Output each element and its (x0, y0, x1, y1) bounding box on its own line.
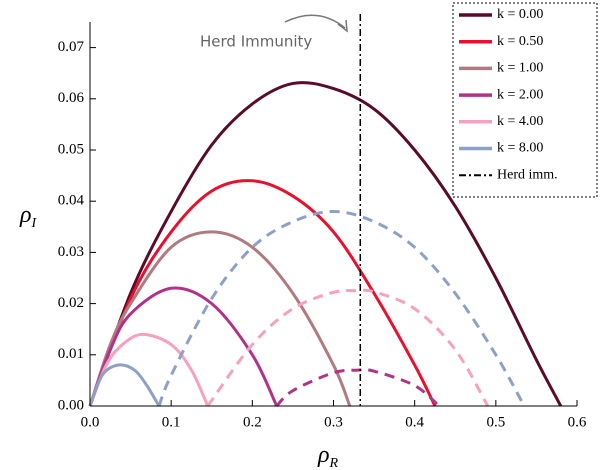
legend-label: k = 4.00 (497, 114, 543, 129)
x-tick-label: 0.6 (568, 414, 587, 430)
plot-area (88, 14, 563, 408)
series-line (88, 332, 210, 407)
y-tick-label: 0.06 (58, 90, 85, 106)
y-tick-label: 0.02 (58, 295, 84, 311)
series-line (275, 368, 441, 408)
series-line (88, 286, 279, 407)
y-tick-label: 0.03 (58, 244, 84, 260)
y-axis-label: ρI (19, 202, 38, 231)
legend-label: k = 0.50 (497, 34, 543, 49)
x-axis-label: ρR (317, 442, 339, 470)
y-tick-label: 0.00 (58, 397, 84, 413)
series-line (206, 288, 490, 407)
series-line (88, 363, 161, 407)
legend-label: k = 0.00 (497, 7, 543, 22)
legend-label: k = 1.00 (497, 61, 543, 76)
x-tick-label: 0.2 (243, 414, 262, 430)
legend-box (452, 2, 598, 198)
legend-label: k = 8.00 (497, 141, 543, 156)
y-tick-label: 0.01 (58, 346, 84, 362)
x-tick-label: 0.4 (405, 414, 424, 430)
x-tick-label: 0.1 (162, 414, 181, 430)
legend-label: Herd imm. (497, 167, 558, 182)
legend-label: k = 2.00 (497, 87, 543, 102)
x-tick-label: 0.5 (486, 414, 505, 430)
annotation: Herd Immunity (200, 33, 312, 51)
x-tick-label: 0.3 (324, 414, 343, 430)
x-label-subscript: R (329, 456, 339, 470)
x-tick-label: 0.0 (81, 414, 100, 430)
x-label-symbol: ρ (317, 442, 330, 468)
series-line (88, 81, 563, 407)
y-label-symbol: ρ (19, 202, 32, 228)
series-line (88, 230, 352, 407)
series-line (88, 179, 437, 407)
y-tick-label: 0.04 (58, 193, 85, 209)
series-line (157, 209, 526, 407)
y-tick-label: 0.07 (58, 39, 85, 55)
annotation-arrow (284, 14, 346, 29)
y-tick-label: 0.05 (58, 141, 84, 157)
annotation-arrowhead (337, 19, 348, 33)
y-label-subscript: I (31, 216, 38, 231)
